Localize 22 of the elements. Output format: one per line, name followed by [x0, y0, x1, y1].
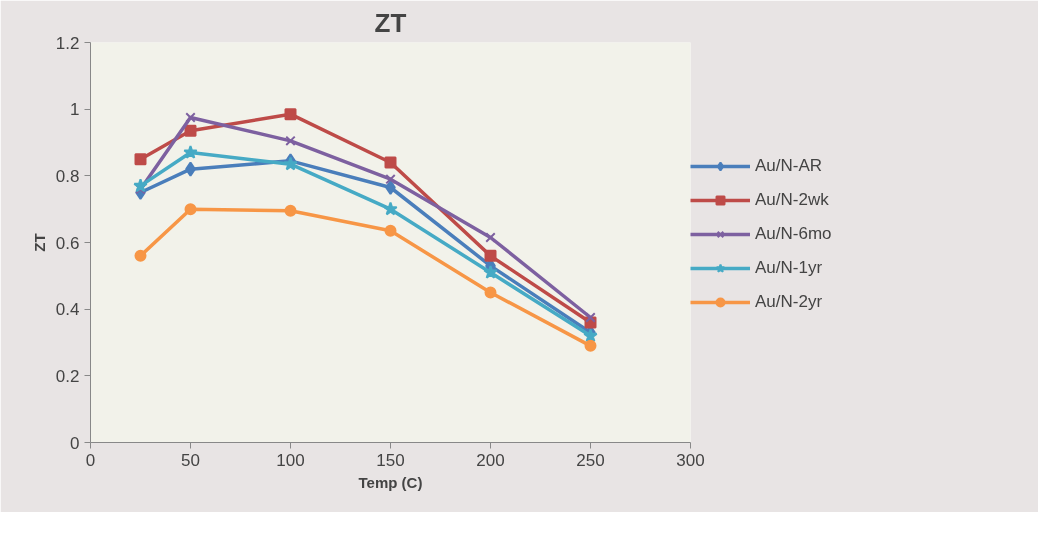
x-tick-label: 250 [576, 450, 605, 470]
legend-label: Au/N-1yr [755, 258, 823, 278]
y-axis-title: ZT [30, 233, 48, 252]
x-tick-label: 300 [676, 450, 705, 470]
x-tick-label: 150 [376, 450, 405, 470]
legend-label: Au/N-6mo [755, 224, 832, 244]
y-tick-label: 0 [70, 433, 80, 453]
y-tick-label: 0.2 [55, 366, 80, 386]
y-tick-label: 1 [70, 100, 80, 120]
y-tick-label: 0.8 [55, 166, 80, 186]
legend-label: Au/N-2wk [755, 190, 829, 210]
legend-label: Au/N-AR [755, 156, 823, 176]
y-tick-label: 0.6 [55, 233, 80, 253]
x-tick-label: 100 [276, 450, 305, 470]
legend-label: Au/N-2yr [755, 292, 823, 312]
x-axis-title: Temp (C) [358, 473, 423, 491]
x-tick-label: 200 [476, 450, 505, 470]
chart-title: ZT [374, 7, 407, 38]
y-tick-label: 1.2 [55, 33, 80, 53]
y-tick-label: 0.4 [55, 300, 80, 320]
x-tick-label: 0 [85, 450, 96, 470]
x-tick-label: 50 [181, 450, 200, 470]
